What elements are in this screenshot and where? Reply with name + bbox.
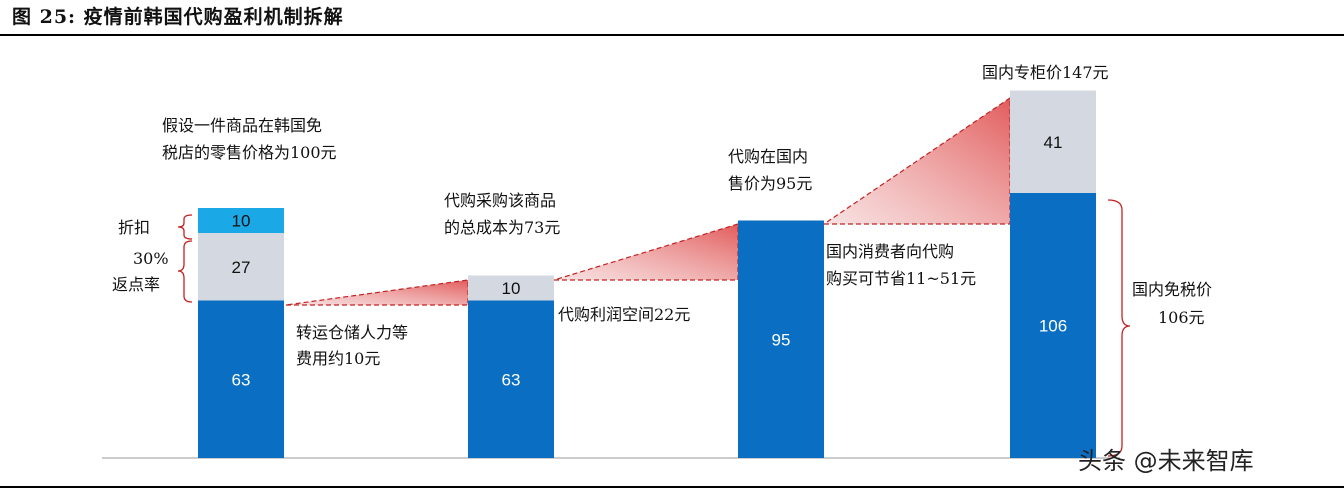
annotation-dutyfree-line2: 106元 (1158, 308, 1205, 327)
wedge-profit (553, 223, 739, 281)
watermark: 头条 @未来智库 (1078, 447, 1254, 475)
bar-segment (198, 233, 284, 301)
bracket-zhekou (177, 214, 193, 240)
bar-value-label: 41 (1044, 133, 1063, 152)
annotation-total-cost-line2: 的总成本为73元 (444, 218, 560, 237)
bar-segment (1010, 193, 1096, 458)
annotation-counter-price: 国内专柜价147元 (982, 63, 1109, 82)
bar-value-label: 27 (232, 258, 251, 277)
label-fandian-text: 返点率 (112, 275, 160, 294)
label-zhekou: 折扣 (118, 218, 150, 237)
annotation-savings-line1: 国内消费者向代购 (826, 242, 954, 261)
bar-value-label: 63 (232, 370, 251, 389)
bottom-rule (0, 486, 1344, 488)
wedge-counter-price (822, 96, 1011, 225)
annotation-domestic-price-line2: 售价为95元 (728, 174, 812, 193)
bar-segment (468, 275, 554, 301)
label-fandian-pct: 30% (133, 249, 169, 268)
bar-segment (1010, 90, 1096, 193)
annotation-profit: 代购利润空间22元 (558, 305, 690, 324)
bar-segment (198, 300, 284, 458)
bar-value-label: 10 (232, 212, 251, 231)
annotation-transport-line1: 转运仓储人力等 (296, 323, 408, 342)
bar-segment (198, 208, 284, 233)
annotation-assumption-line1: 假设一件商品在韩国免 (162, 116, 322, 135)
bar-segment (738, 220, 824, 458)
bracket-fandian (177, 240, 193, 303)
annotation-dutyfree-line1: 国内免税价 (1132, 280, 1212, 299)
annotation-domestic-price-line1: 代购在国内 (728, 147, 808, 166)
bracket-domestic-dutyfree (1107, 199, 1131, 457)
wedge-cost-extra (285, 279, 469, 306)
bar-value-label: 106 (1039, 317, 1067, 336)
bar-value-label: 10 (502, 279, 521, 298)
annotation-transport-line2: 费用约10元 (296, 349, 380, 368)
annotation-total-cost-line1: 代购采购该商品 (444, 191, 556, 210)
figure-title: 图 25: 疫情前韩国代购盈利机制拆解 (12, 6, 344, 28)
bar-segment (468, 300, 554, 458)
bar-value-label: 63 (502, 370, 521, 389)
bar-value-label: 95 (772, 330, 791, 349)
annotation-savings-line2: 购买可节省11~51元 (826, 269, 976, 288)
annotation-assumption-line2: 税店的零售价格为100元 (162, 143, 337, 162)
top-rule (0, 34, 1344, 36)
